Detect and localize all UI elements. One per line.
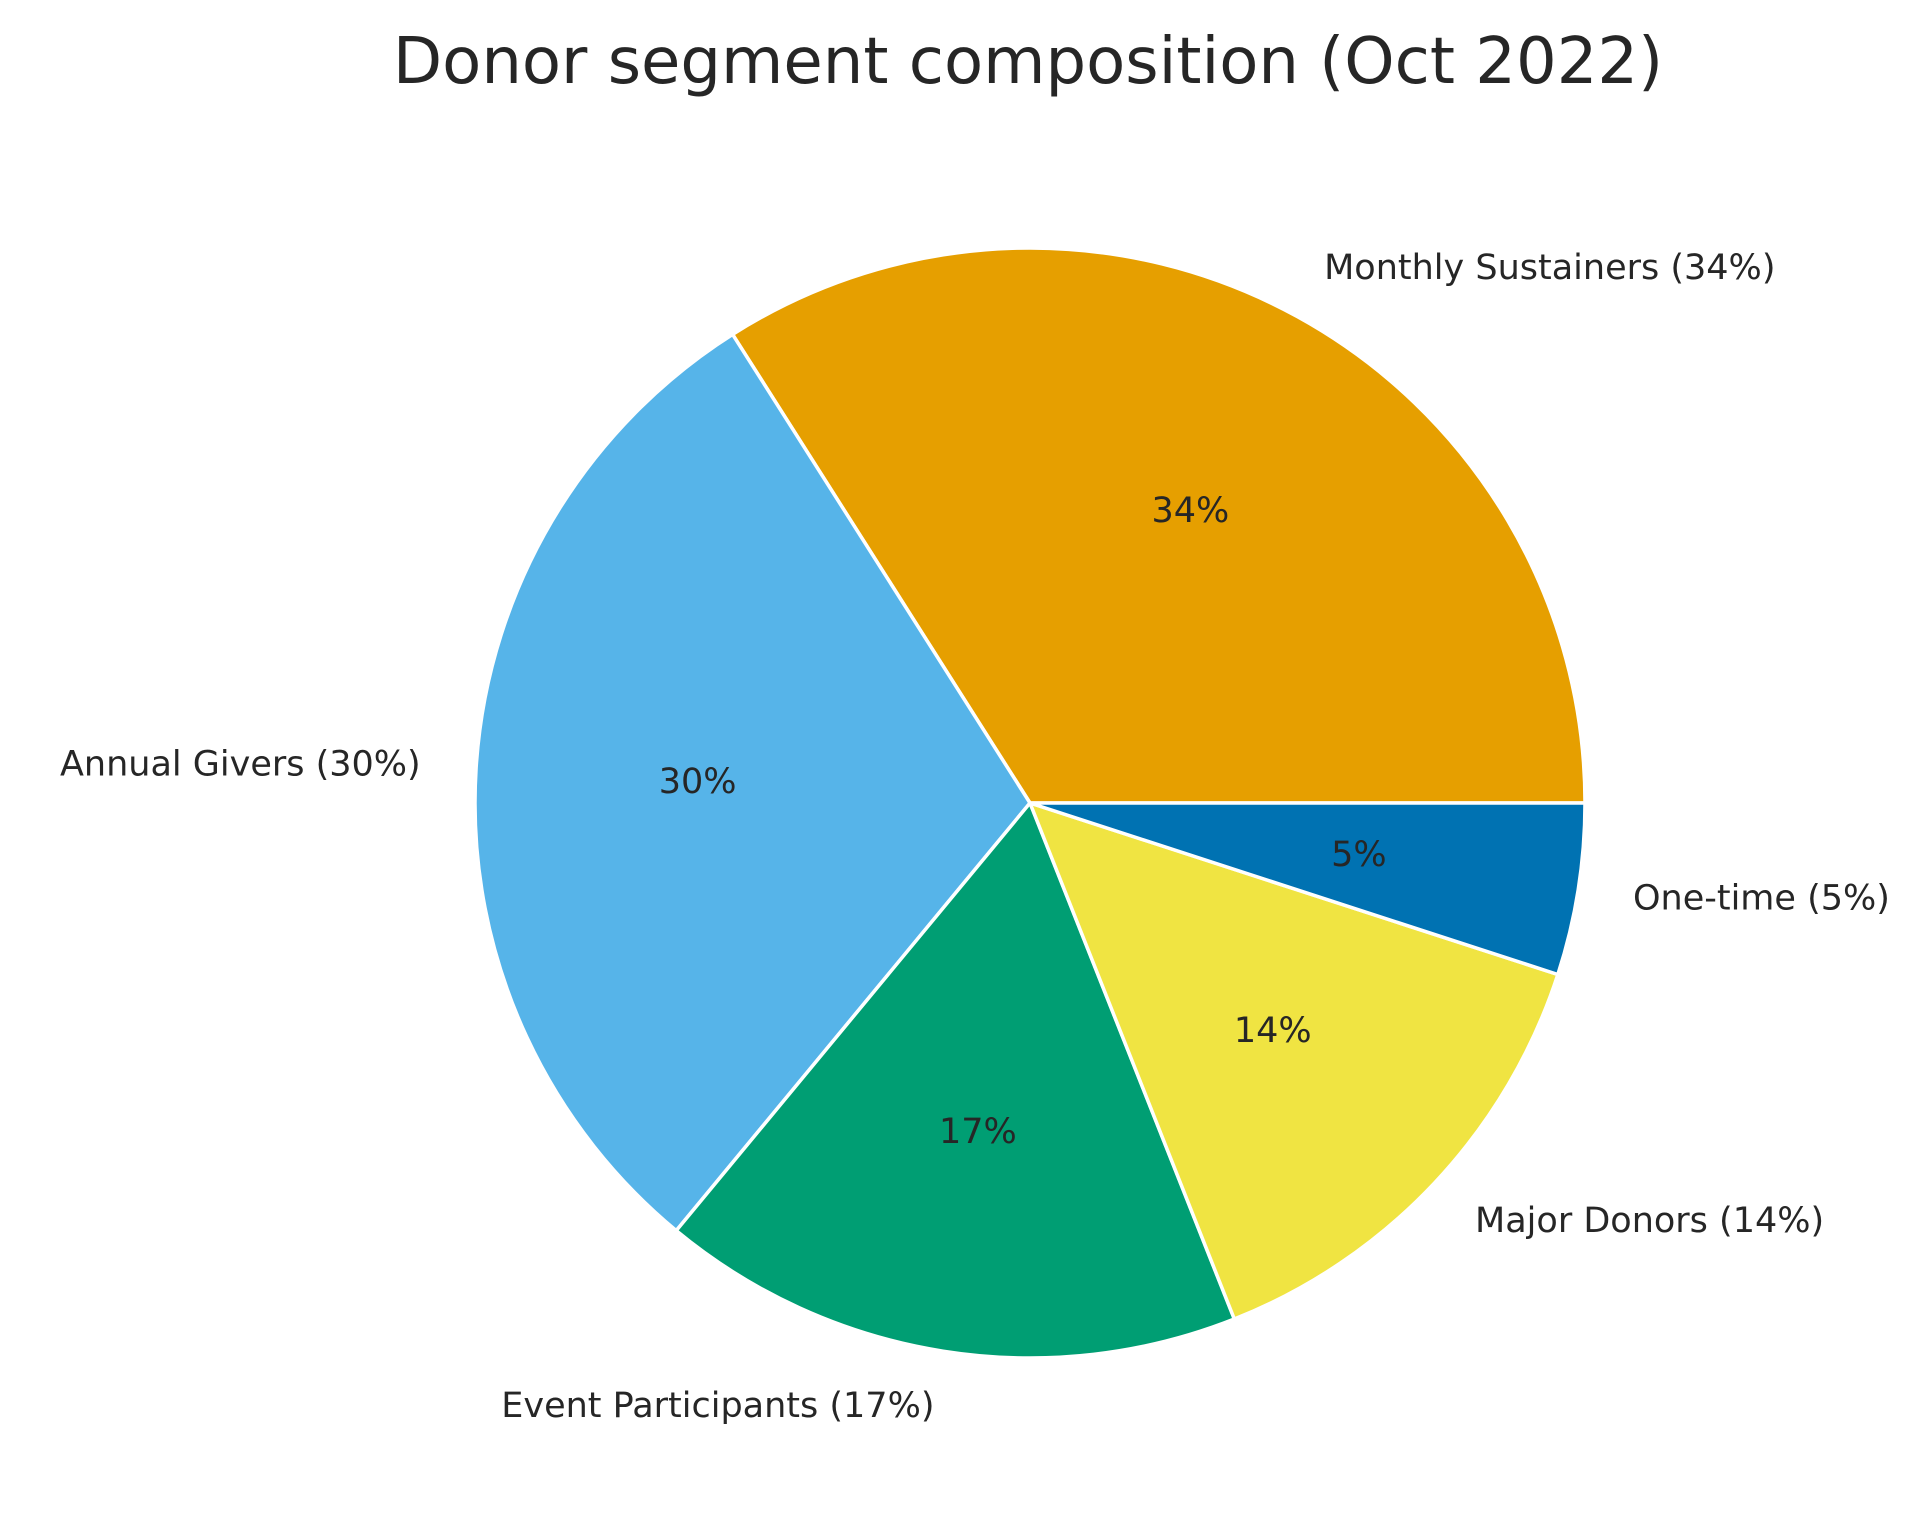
pie-label-event-participants: Event Participants (17%)	[501, 1386, 934, 1426]
chart-title: Donor segment composition (Oct 2022)	[393, 25, 1663, 99]
pie-label-one-time: One-time (5%)	[1633, 879, 1890, 919]
pie-percent-label: 34%	[1152, 491, 1230, 531]
pie-slice-monthly-sustainers	[730, 246, 1587, 805]
pie-percent-label: 5%	[1331, 835, 1387, 875]
pie-percent-label: 17%	[939, 1112, 1017, 1152]
pie-slice-one-time	[1028, 801, 1587, 977]
pie-label-annual-givers: Annual Givers (30%)	[60, 745, 421, 785]
pie-outer-labels: Monthly Sustainers (34%) Annual Givers (3…	[60, 248, 1890, 1426]
pie-percent-label: 14%	[1234, 1011, 1312, 1051]
pie-slice-annual-givers	[473, 332, 1032, 1233]
pie-percent-labels: 34% 30% 17% 14% 5%	[659, 491, 1387, 1152]
pie-percent-label: 30%	[659, 762, 737, 802]
pie-label-major-donors: Major Donors (14%)	[1475, 1201, 1824, 1241]
pie-label-monthly-sustainers: Monthly Sustainers (34%)	[1324, 248, 1775, 288]
pie-slices	[473, 246, 1587, 1360]
pie-slice-event-participants	[674, 801, 1237, 1360]
